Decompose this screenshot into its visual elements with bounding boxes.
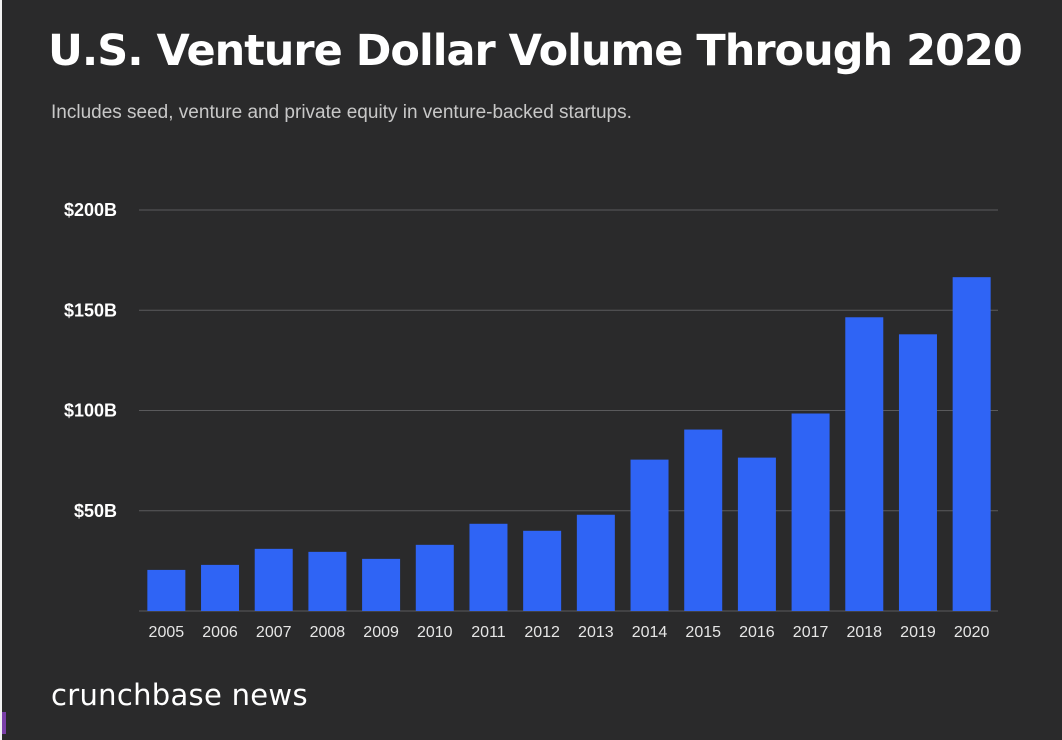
x-tick-label: 2008 (310, 624, 346, 641)
bar-2017 (791, 413, 830, 611)
y-tick-label: $200B (64, 200, 117, 220)
chart-title: U.S. Venture Dollar Volume Through 2020 (48, 26, 1023, 76)
bar-2011 (469, 523, 508, 611)
x-tick-label: 2012 (524, 624, 560, 641)
x-tick-label: 2017 (793, 624, 829, 641)
x-tick-label: 2010 (417, 624, 453, 641)
bar-2013 (576, 514, 615, 611)
x-tick-label: 2006 (202, 624, 238, 641)
x-axis-ticks: 2005 2006 2007 2008 2009 2010 2011 2012 2013 2014… (149, 624, 990, 641)
bar-2005 (147, 569, 186, 611)
bar-2010 (415, 544, 454, 611)
y-axis-ticks: $50B $100B $150B $200B (64, 200, 117, 521)
x-tick-label: 2009 (363, 624, 399, 641)
bar-2008 (308, 551, 347, 611)
bar-chart: $50B $100B $150B $200B 2005 2006 2007 2008 2009… (64, 200, 998, 641)
x-tick-label: 2005 (149, 624, 185, 641)
bar-2009 (362, 558, 401, 611)
y-tick-label: $150B (64, 300, 117, 320)
x-tick-label: 2018 (846, 624, 882, 641)
bar-2016 (737, 457, 776, 611)
x-tick-label: 2015 (685, 624, 721, 641)
chart-subtitle: Includes seed, venture and private equit… (51, 102, 632, 123)
bar-2019 (898, 334, 937, 611)
bar-2006 (201, 564, 240, 611)
x-tick-label: 2011 (471, 624, 506, 641)
bar-2012 (523, 530, 562, 611)
y-tick-label: $50B (74, 501, 117, 521)
bar-2015 (684, 429, 723, 611)
x-tick-label: 2020 (954, 624, 990, 641)
bar-2007 (254, 548, 293, 611)
bars (147, 277, 991, 611)
corner-marker (2, 712, 6, 734)
bar-2014 (630, 459, 669, 611)
bar-2018 (845, 317, 884, 611)
y-tick-label: $100B (64, 401, 117, 421)
x-tick-label: 2019 (900, 624, 936, 641)
crunchbase-news-logo: crunchbase news (51, 678, 308, 712)
x-tick-label: 2007 (256, 624, 292, 641)
x-tick-label: 2016 (739, 624, 775, 641)
bar-2020 (952, 277, 991, 611)
x-tick-label: 2013 (578, 624, 614, 641)
x-tick-label: 2014 (632, 624, 668, 641)
